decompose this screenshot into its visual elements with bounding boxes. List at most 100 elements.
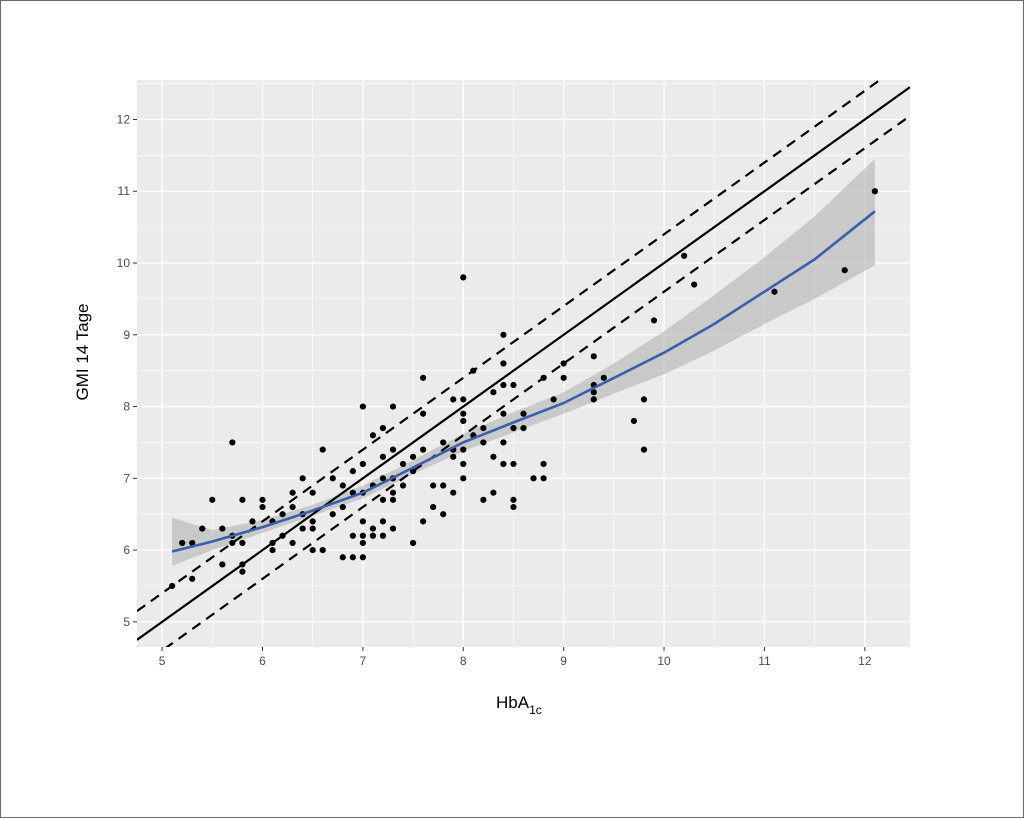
data-point [209,496,216,503]
reference-line-identity [137,86,910,641]
data-point [490,489,497,496]
data-point [399,482,407,489]
x-tick-label: 5 [159,654,166,668]
x-tick-label: 9 [560,654,567,668]
data-point [510,496,517,503]
x-tick-label: 8 [460,654,467,668]
y-tick-label: 8 [123,400,130,414]
data-point [349,532,356,539]
data-point [450,489,457,496]
data-point [359,554,366,561]
grid-lines [137,80,910,647]
data-point [500,460,507,468]
data-point [329,511,336,518]
data-point [540,475,547,482]
data-point [319,547,326,554]
x-tick-label: 6 [259,654,266,668]
data-point [339,503,346,511]
data-point [259,503,266,511]
y-tick-label: 9 [123,328,130,342]
data-point [560,374,567,381]
data-point [640,446,648,453]
data-point [239,539,246,547]
data-point [630,417,638,425]
x-tick-label: 7 [360,654,367,668]
data-point [309,547,316,554]
data-point [389,496,397,503]
data-point [480,439,487,446]
data-point [339,482,346,489]
data-point [389,403,397,410]
data-point [440,511,447,518]
data-point [229,539,236,547]
x-axis-title-main: HbA [496,693,530,712]
data-point [269,547,276,554]
y-axis-title: GMI 14 Tage [73,303,92,400]
data-point [420,518,427,525]
confidence-ribbon [172,158,875,566]
data-point [500,381,507,389]
data-point [540,374,547,381]
data-point [490,453,497,460]
data-point [409,539,417,547]
data-point [480,424,487,432]
data-point [289,503,296,511]
data-point [510,503,517,511]
data-point [359,518,366,525]
data-point [550,396,557,403]
data-point [289,489,296,496]
data-point [420,410,427,417]
data-point [871,188,878,195]
data-point [460,274,467,281]
data-point [239,568,246,575]
data-point [389,446,397,453]
data-point [460,396,467,403]
data-point [349,468,356,475]
data-point [500,439,507,446]
data-point [279,532,286,539]
y-tick-label: 7 [123,471,130,485]
data-point [309,518,316,525]
data-point [359,403,366,410]
data-point [460,446,467,453]
data-point [590,389,597,396]
data-point [440,439,447,446]
data-point [379,532,387,539]
x-tick-label: 10 [657,654,671,668]
data-point [239,496,246,503]
data-point [219,525,226,532]
data-point [681,252,688,259]
data-point [189,539,196,547]
data-point [259,496,266,503]
data-point [470,367,477,374]
data-point [309,525,316,532]
data-point [379,496,387,503]
data-point [269,539,276,547]
x-tick-label: 11 [758,654,771,668]
y-tick-label: 11 [118,184,131,198]
data-point [490,389,497,396]
data-point [420,446,427,453]
data-point [510,460,517,468]
data-point [359,539,366,547]
data-point [440,482,447,489]
data-point [520,424,527,432]
data-point [279,511,286,518]
data-point [600,374,607,381]
data-point [841,267,848,274]
smooth-line [171,210,876,553]
data-point [500,360,507,367]
data-point [500,410,507,417]
data-point [339,554,346,561]
data-point [199,525,206,532]
data-point [179,539,186,547]
data-point [189,575,196,582]
data-point [329,475,336,482]
data-point [530,475,537,482]
data-point [460,460,467,468]
data-point [540,460,547,468]
data-point [450,396,457,403]
data-point [359,532,366,539]
data-point [369,525,377,532]
